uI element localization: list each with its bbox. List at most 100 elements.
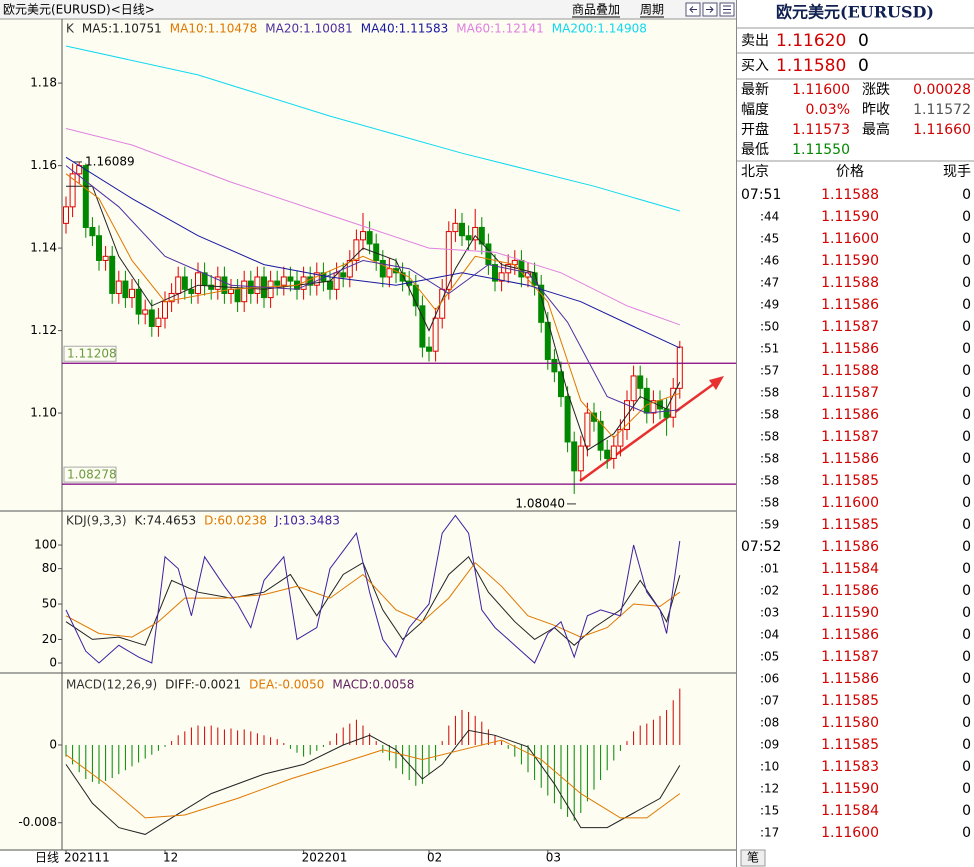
tick-volume: 0	[962, 693, 971, 709]
x-tick-label: 202111	[64, 851, 110, 865]
tick-volume: 0	[962, 275, 971, 291]
tick-price: 1.11585	[821, 737, 879, 753]
quote-label: 昨收	[862, 102, 890, 118]
candle-body	[195, 272, 201, 294]
price-label: 1.08278	[67, 468, 117, 482]
tick-time: :02	[760, 584, 779, 598]
legend-entry: MA20:1.10081	[265, 22, 353, 36]
y-tick-label: 1.18	[30, 76, 57, 90]
annotation: 1.16089	[85, 154, 135, 168]
icon-arrow	[689, 6, 697, 13]
chart-background	[0, 19, 736, 851]
tick-volume: 0	[962, 363, 971, 379]
quote-value: 1.11660	[913, 122, 971, 138]
candle-body	[360, 231, 366, 241]
candle-body	[445, 231, 452, 290]
tick-time: :09	[760, 738, 779, 752]
tab-label[interactable]: 笔	[747, 850, 759, 865]
candle-body	[109, 255, 116, 294]
tick-price: 1.11587	[821, 429, 879, 445]
pane-title: K	[66, 22, 75, 36]
tick-price: 1.11588	[821, 275, 879, 291]
tick-price: 1.11587	[821, 319, 879, 335]
tick-price: 1.11600	[821, 495, 879, 511]
tick-volume: 0	[962, 231, 971, 247]
series-line	[65, 156, 681, 349]
tick-price: 1.11587	[821, 649, 879, 665]
y-tick-label: -0.008	[18, 815, 57, 829]
legend-entry: MACD:0.0058	[332, 678, 414, 692]
candle-body	[426, 346, 432, 352]
tick-time: :04	[760, 628, 779, 642]
quote-label: 最高	[862, 121, 890, 138]
candle-body	[241, 280, 248, 303]
series-line	[65, 729, 681, 835]
tick-time: :58	[760, 430, 779, 444]
candle-body	[650, 400, 657, 414]
candle-body	[558, 371, 564, 398]
tick-time: :58	[760, 496, 779, 510]
tick-price: 1.11600	[821, 825, 879, 841]
quote-value: 1.11550	[792, 142, 850, 158]
tick-price: 1.11590	[821, 253, 879, 269]
candle-body	[459, 222, 465, 237]
quote-label: 最低	[741, 142, 769, 158]
candle-body	[155, 317, 162, 327]
y-tick-label: 80	[42, 561, 57, 575]
tick-volume: 0	[962, 561, 971, 577]
tick-price: 1.11585	[821, 517, 879, 533]
candle-body	[208, 284, 215, 290]
tick-volume: 0	[962, 451, 971, 467]
tick-volume: 0	[962, 385, 971, 401]
tick-time: :15	[760, 804, 779, 818]
candle-body	[122, 280, 129, 299]
y-tick-label: 1.14	[30, 241, 57, 255]
candle-body	[280, 276, 287, 286]
candle-body	[247, 280, 254, 294]
legend-entry: D:60.0238	[204, 514, 267, 528]
x-tick-label: 03	[546, 851, 561, 865]
candle-body	[604, 449, 611, 459]
price-label-box	[63, 466, 117, 483]
candle-body	[162, 301, 168, 319]
y-tick-label: 20	[42, 632, 57, 646]
legend-entry: MA10:1.10478	[170, 22, 258, 36]
trend-arrow	[709, 376, 724, 390]
tick-time: :59	[760, 518, 779, 532]
legend-entry: MA40:1.11583	[361, 22, 449, 36]
candle-body	[564, 396, 571, 443]
quote-value: 0.00028	[913, 82, 971, 98]
x-tick-label: 02	[427, 851, 442, 865]
tick-time: 07:52	[741, 539, 781, 555]
candle-body	[452, 222, 459, 233]
series-line	[65, 165, 680, 414]
legend-entry: DIFF:-0.0021	[165, 678, 241, 692]
candle-body	[610, 445, 617, 459]
tick-time: :45	[760, 232, 779, 246]
tick-price: 1.11586	[821, 671, 879, 687]
buy-label: 买入	[741, 58, 769, 74]
window-title: 欧元美元(EURUSD)<日线>	[3, 3, 155, 17]
tick-price: 1.11590	[821, 781, 879, 797]
tick-volume: 0	[962, 671, 971, 687]
menu-button[interactable]: 商品叠加	[572, 2, 620, 17]
top-bar	[0, 0, 736, 19]
tick-volume: 0	[962, 495, 971, 511]
tick-time: :44	[760, 210, 779, 224]
tick-volume: 0	[962, 209, 971, 225]
candle-body	[333, 272, 340, 290]
menu-button[interactable]: 周期	[640, 3, 664, 17]
tick-price: 1.11586	[821, 341, 879, 357]
candle-body	[399, 272, 406, 282]
tick-price: 1.11585	[821, 473, 879, 489]
candle-body	[327, 280, 333, 290]
candle-body	[478, 226, 485, 245]
candle-body	[465, 235, 472, 241]
tick-price: 1.11586	[821, 297, 879, 313]
y-tick-label: 1.10	[30, 406, 57, 420]
sell-price: 1.11620	[776, 31, 846, 51]
x-tick-label: 12	[163, 851, 178, 865]
candle-body	[254, 276, 261, 294]
tab[interactable]	[740, 849, 766, 867]
candle-body	[102, 255, 109, 261]
